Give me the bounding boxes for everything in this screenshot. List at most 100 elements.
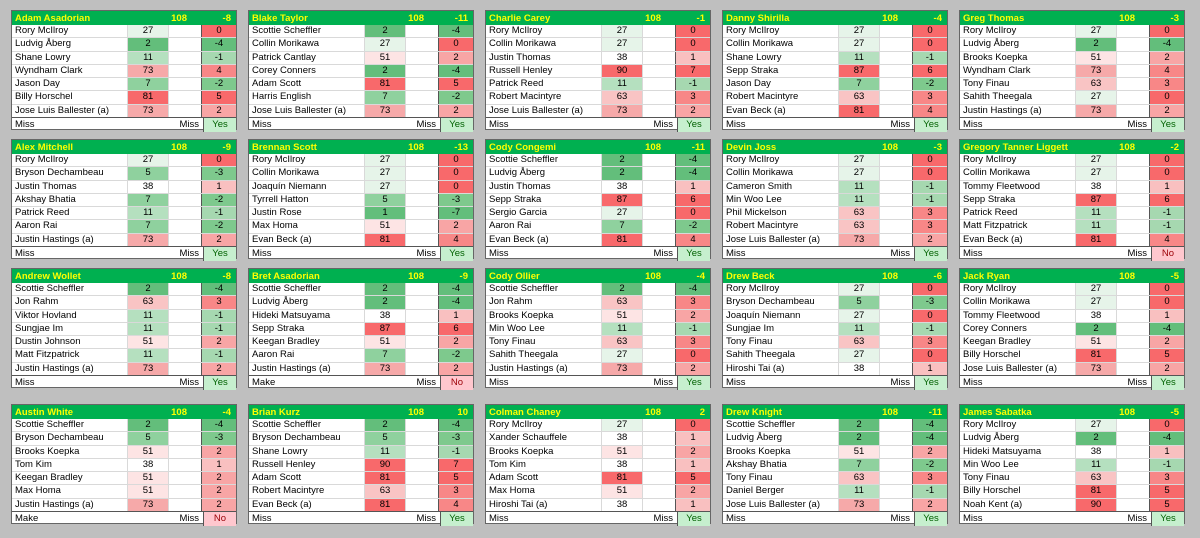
blank-cell [405,283,439,296]
golfer-score: 1 [676,498,710,512]
blank-cell [642,349,676,362]
golfer-score: 1 [676,51,710,64]
golfer-rank: 27 [127,154,168,167]
golfer-name: Jose Luis Ballester (a) [489,104,583,116]
par-value: 108 [1119,270,1135,282]
cut-correct: No [204,512,236,526]
blank-cell [405,64,439,78]
golfer-score: 0 [439,167,473,180]
golfer-name: Shane Lowry [252,445,308,457]
golfer-name: Billy Horschel [963,485,1021,497]
golfer-row: Dustin Johnson 51 2 [12,336,236,350]
golfer-row: Rory McIlroy 27 0 [960,283,1184,297]
cut-correct: Yes [204,247,236,261]
golfer-name: Ludvig Åberg [963,432,1019,444]
blank-cell [168,322,202,336]
golfer-score: 2 [439,220,473,233]
cut-result: Miss [1075,512,1152,526]
blank-cell [879,25,913,38]
golfer-row: Akshay Bhatia 7 -2 [12,193,236,208]
entry-card: Brian Kurz 108 10 Scottie Scheffler 2 -4 Bryso… [248,404,474,526]
golfer-rank: 38 [601,498,642,512]
golfer-row: Sungjae Im 11 -1 [723,322,947,337]
golfer-name: Ludvig Åberg [963,38,1019,50]
golfer-name: Keegan Bradley [15,472,83,484]
golfer-rank: 63 [838,207,879,220]
golfer-row: Min Woo Lee 11 -1 [486,322,710,337]
cut-pick: Miss [963,119,983,131]
golfer-row: Ludvig Åberg 2 -4 [12,38,236,52]
card-header: Adam Asadorian 108 -8 [12,11,236,25]
golfer-name: Rory McIlroy [489,25,543,36]
golfer-row: Justin Thomas 38 1 [486,51,710,65]
golfer-row: Shane Lowry 11 -1 [723,51,947,65]
blank-cell [168,458,202,472]
golfer-name: Justin Hastings (a) [15,233,94,245]
cut-pick: Miss [252,119,272,131]
golfer-name: Shane Lowry [726,51,782,63]
golfer-score: 6 [1150,193,1184,207]
blank-cell [1116,104,1150,118]
golfer-row: Evan Beck (a) 81 4 [249,233,473,248]
total-score: -2 [1170,141,1179,153]
golfer-score: 0 [913,25,947,38]
golfer-score: 4 [202,64,236,78]
golfer-name: Robert Macintyre [726,220,799,232]
golfer-rank: 73 [127,233,168,247]
entry-card: Greg Thomas 108 -3 Rory McIlroy 27 0 Ludvig Åb… [959,10,1185,132]
golfer-rank: 51 [1075,51,1116,64]
golfer-rank: 11 [127,207,168,220]
golfer-row: Jose Luis Ballester (a) 73 2 [249,104,473,119]
golfer-rank: 38 [1075,180,1116,193]
golfer-rank: 51 [601,485,642,498]
golfer-rank: 87 [1075,193,1116,207]
cut-pick: Miss [963,513,983,525]
blank-cell [879,309,913,322]
golfer-score: 3 [676,91,710,104]
golfer-rank: 27 [838,25,879,38]
golfer-name: Rory McIlroy [963,25,1017,36]
golfer-row: Matt Fitzpatrick 11 -1 [960,220,1184,234]
golfer-rank: 73 [838,498,879,512]
golfer-score: 0 [202,25,236,38]
golfer-score: 3 [676,296,710,309]
blank-cell [405,193,439,207]
golfer-row: Viktor Hovland 11 -1 [12,309,236,323]
golfer-row: Sergio Garcia 27 0 [486,207,710,221]
total-score: -11 [928,406,942,418]
cut-pick: Miss [726,377,746,389]
golfer-name: Patrick Reed [963,207,1018,219]
golfer-score: -3 [439,432,473,445]
golfer-score: 7 [676,64,710,78]
golfer-name: Daniel Berger [726,485,785,497]
golfer-score: -1 [202,322,236,336]
golfer-score: 2 [202,362,236,376]
golfer-row: Corey Conners 2 -4 [249,64,473,79]
golfer-score: 2 [676,445,710,458]
golfer-row: Ludvig Åberg 2 -4 [249,296,473,310]
cut-correct: Yes [1152,376,1184,390]
par-value: 108 [171,406,187,418]
golfer-score: 3 [913,220,947,233]
golfer-name: Jon Rahm [15,296,59,308]
golfer-rank: 27 [1075,154,1116,167]
golfer-row: Rory McIlroy 27 0 [486,25,710,39]
blank-cell [405,154,439,167]
golfer-rank: 7 [838,78,879,91]
golfer-rank: 2 [127,283,168,296]
golfer-row: Justin Thomas 38 1 [12,180,236,194]
golfer-row: Aaron Rai 7 -2 [249,349,473,363]
blank-cell [405,25,439,38]
total-score: -11 [454,12,468,24]
blank-cell [405,322,439,336]
golfer-row: Sepp Straka 87 6 [249,322,473,337]
golfer-name: Sepp Straka [963,193,1016,205]
golfer-name: Tony Finau [963,78,1010,90]
golfer-name: Cameron Smith [726,180,792,192]
golfer-name: Keegan Bradley [963,336,1031,348]
card-footer: Miss Miss Yes [486,512,710,526]
golfer-rank: 2 [364,419,405,432]
golfer-score: -2 [202,220,236,233]
golfer-score: 5 [1150,498,1184,512]
